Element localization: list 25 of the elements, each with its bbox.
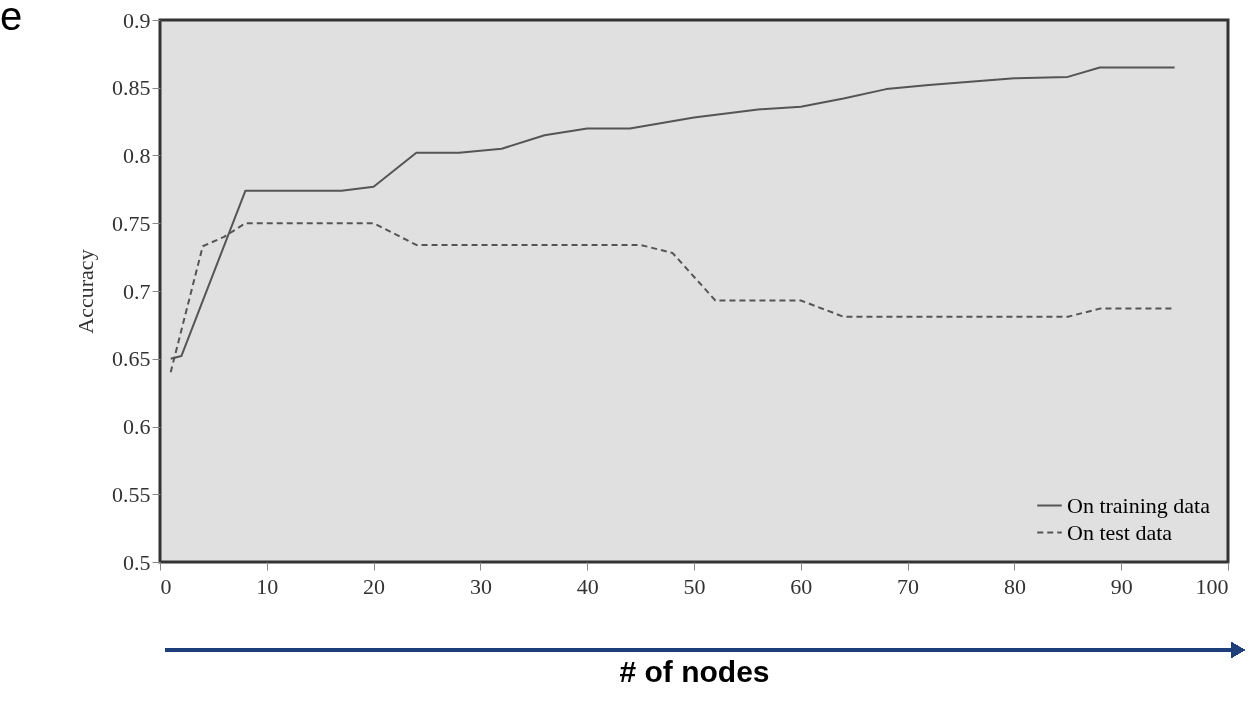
y-axis-title: Accuracy [73,249,98,334]
y-tick-label: 0.75 [112,210,151,236]
x-tick-label: 20 [363,573,386,599]
text: e [0,0,23,38]
x-tick-label: 10 [256,573,279,599]
y-tick-label: 0.7 [123,278,151,304]
y-tick-label: 0.65 [112,346,151,372]
y-tick-label: 0.8 [123,143,151,168]
y-tick-label: 0.55 [112,481,151,507]
x-tick-label: 50 [683,573,706,599]
y-tick-label: 0.5 [123,549,151,575]
x-tick-label: 60 [790,573,813,599]
x-tick-label: 80 [1003,573,1026,599]
y-tick-label: 0.85 [112,75,151,101]
x-tick-label: 90 [1110,573,1133,599]
y-tick-label: 0.6 [123,414,151,439]
x-tick-label: 70 [897,573,920,599]
x-tick-label: 100 [1195,573,1229,599]
legend-label: On test data [1067,519,1173,545]
y-tick-label: 0.9 [123,7,151,33]
x-axis-title: # of nodes [619,654,770,688]
x-tick-label: 40 [576,573,599,599]
x-tick-label: 0 [160,573,172,599]
x-tick-label: 30 [469,573,492,599]
legend-label: On training data [1067,492,1211,518]
